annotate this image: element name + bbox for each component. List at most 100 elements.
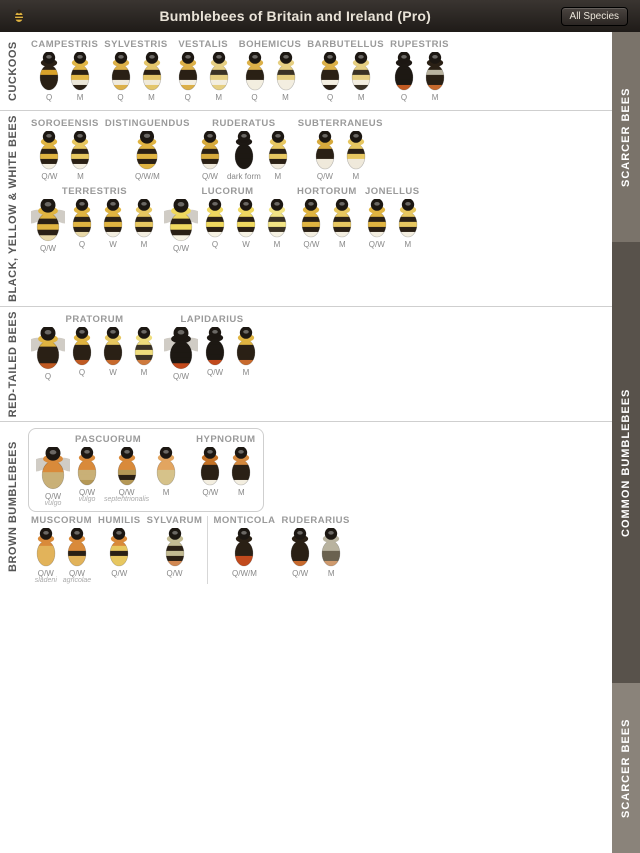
all-species-button[interactable]: All Species [561,7,628,26]
variant-label: W [109,368,117,377]
variant[interactable]: Q [174,52,202,102]
variant-label: M [274,172,281,181]
variant-row: Q/W/M [230,528,258,578]
variant[interactable]: M [328,199,356,249]
species-monticola[interactable]: MONTICOLA Q/W/M [213,515,275,578]
variant-row: Q/W M [196,447,255,497]
species-ruderatus[interactable]: RUDERATUS Q/W dark form M [196,118,292,181]
variant[interactable]: Q [201,199,229,253]
variant[interactable]: W [99,199,127,253]
species-rupestris[interactable]: RUPESTRIS Q M [390,39,449,102]
species-sylvarum[interactable]: SYLVARUM Q/W [147,515,203,578]
variant-row: Q/W [105,528,133,578]
species-lapidarius[interactable]: LAPIDARIUS Q/W Q/W M [164,314,260,381]
species-soroeensis[interactable]: SOROEENSIS Q/W M [31,118,99,181]
variant[interactable]: Q/W [35,131,63,181]
species-name: HYPNORUM [196,434,255,445]
variant[interactable]: M [205,52,233,102]
species-subterraneus[interactable]: SUBTERRANEUS Q/W M [298,118,383,181]
variant-row: Q/Wvulgo Q/Wvulgo Q/Wseptentrionalis M [36,447,180,507]
species-vestalis[interactable]: VESTALIS Q M [174,39,233,102]
tab-common-bumblebees[interactable]: COMMON BUMBLEBEES [612,242,640,683]
variant[interactable]: Q/W/M [131,131,163,181]
variant[interactable]: M [263,199,291,253]
species-hortorum[interactable]: HORTORUM Q/W M [297,186,357,249]
variant[interactable]: Q/W [311,131,339,181]
variant[interactable]: Q/W [105,528,133,578]
variant[interactable]: Q/W/M [230,528,258,578]
species-campestris[interactable]: CAMPESTRIS Q M [31,39,98,102]
variant[interactable]: Q/Wvulgo [36,447,70,507]
variant-row: Q/W [161,528,189,578]
species-hypnorum[interactable]: HYPNORUM Q/W M [196,434,255,507]
tab-scarcer-bees-top[interactable]: SCARCER BEES [612,32,640,242]
group-label: CUCKOOS [0,32,26,110]
species-jonellus[interactable]: JONELLUS Q/W M [363,186,422,249]
variant[interactable]: Q/W [164,327,198,381]
tab-scarcer-bees-bottom[interactable]: SCARCER BEES [612,683,640,853]
variant[interactable]: M [421,52,449,102]
variant[interactable]: M [317,528,345,578]
variant[interactable]: Q [107,52,135,102]
variant[interactable]: M [272,52,300,102]
variant[interactable]: M [152,447,180,507]
variant[interactable]: Q [316,52,344,102]
species-ruderarius[interactable]: RUDERARIUS Q/W M [282,515,350,578]
species-name: DISTINGUENDUS [105,118,190,129]
variant[interactable]: Q [31,327,65,381]
variant[interactable]: Q/W [286,528,314,578]
variant[interactable]: M [227,447,255,497]
variant[interactable]: Q [390,52,418,102]
variant[interactable]: Q/Wsladeni [32,528,60,584]
variant[interactable]: Q/W [196,131,224,181]
variant[interactable]: Q/W [161,528,189,578]
variant[interactable]: M [264,131,292,181]
variant[interactable]: dark form [227,131,261,181]
variant[interactable]: Q/W [297,199,325,249]
variant[interactable]: Q [68,199,96,253]
species-sylvestris[interactable]: SYLVESTRIS Q M [104,39,167,102]
variant-row: Q/W Q W M [31,199,158,253]
variant[interactable]: M [394,199,422,249]
variant[interactable]: M [342,131,370,181]
variant[interactable]: Q/W [164,199,198,253]
variant[interactable]: Q/Wseptentrionalis [104,447,149,507]
variant[interactable]: M [130,199,158,253]
variant[interactable]: M [232,327,260,381]
variant[interactable]: M [66,52,94,102]
app-header: Bumblebees of Britain and Ireland (Pro) … [0,0,640,32]
group-label: BLACK, YELLOW & WHITE BEES [0,111,26,306]
species-distinguendus[interactable]: DISTINGUENDUS Q/W/M [105,118,190,181]
species-bohemicus[interactable]: BOHEMICUS Q M [239,39,302,102]
variant[interactable]: M [347,52,375,102]
variant[interactable]: Q/Wagricolae [63,528,91,584]
species-name: SYLVESTRIS [104,39,167,50]
variant[interactable]: W [99,327,127,381]
species-terrestris[interactable]: TERRESTRIS Q/W Q W M [31,186,158,253]
species-barbutellus[interactable]: BARBUTELLUS Q M [307,39,384,102]
variant[interactable]: Q [35,52,63,102]
species-grid: CUCKOOSCAMPESTRIS Q MSYLVESTRIS Q MVESTA… [0,32,612,853]
variant-label: M [358,93,365,102]
variant[interactable]: Q/W [201,327,229,381]
variant[interactable]: Q [241,52,269,102]
species-humilis[interactable]: HUMILIS Q/W [98,515,141,578]
species-pratorum[interactable]: PRATORUM Q Q W M [31,314,158,381]
variant[interactable]: W [232,199,260,253]
variant-label: M [77,172,84,181]
variant-label: Q [185,93,191,102]
variant[interactable]: Q [68,327,96,381]
variant-row: Q M [174,52,233,102]
variant[interactable]: Q/W [363,199,391,249]
variant[interactable]: Q/Wvulgo [73,447,101,507]
variant[interactable]: M [130,327,158,381]
species-muscorum[interactable]: MUSCORUM Q/Wsladeni Q/Wagricolae [31,515,92,584]
variant[interactable]: M [66,131,94,181]
app-title: Bumblebees of Britain and Ireland (Pro) [30,8,561,24]
species-lucorum[interactable]: LUCORUM Q/W Q W M [164,186,291,253]
variant-label: M [148,93,155,102]
species-pascuorum[interactable]: PASCUORUM Q/Wvulgo Q/Wvulgo Q/Wseptentri… [36,434,180,507]
variant[interactable]: Q/W [196,447,224,497]
variant[interactable]: M [138,52,166,102]
variant[interactable]: Q/W [31,199,65,253]
